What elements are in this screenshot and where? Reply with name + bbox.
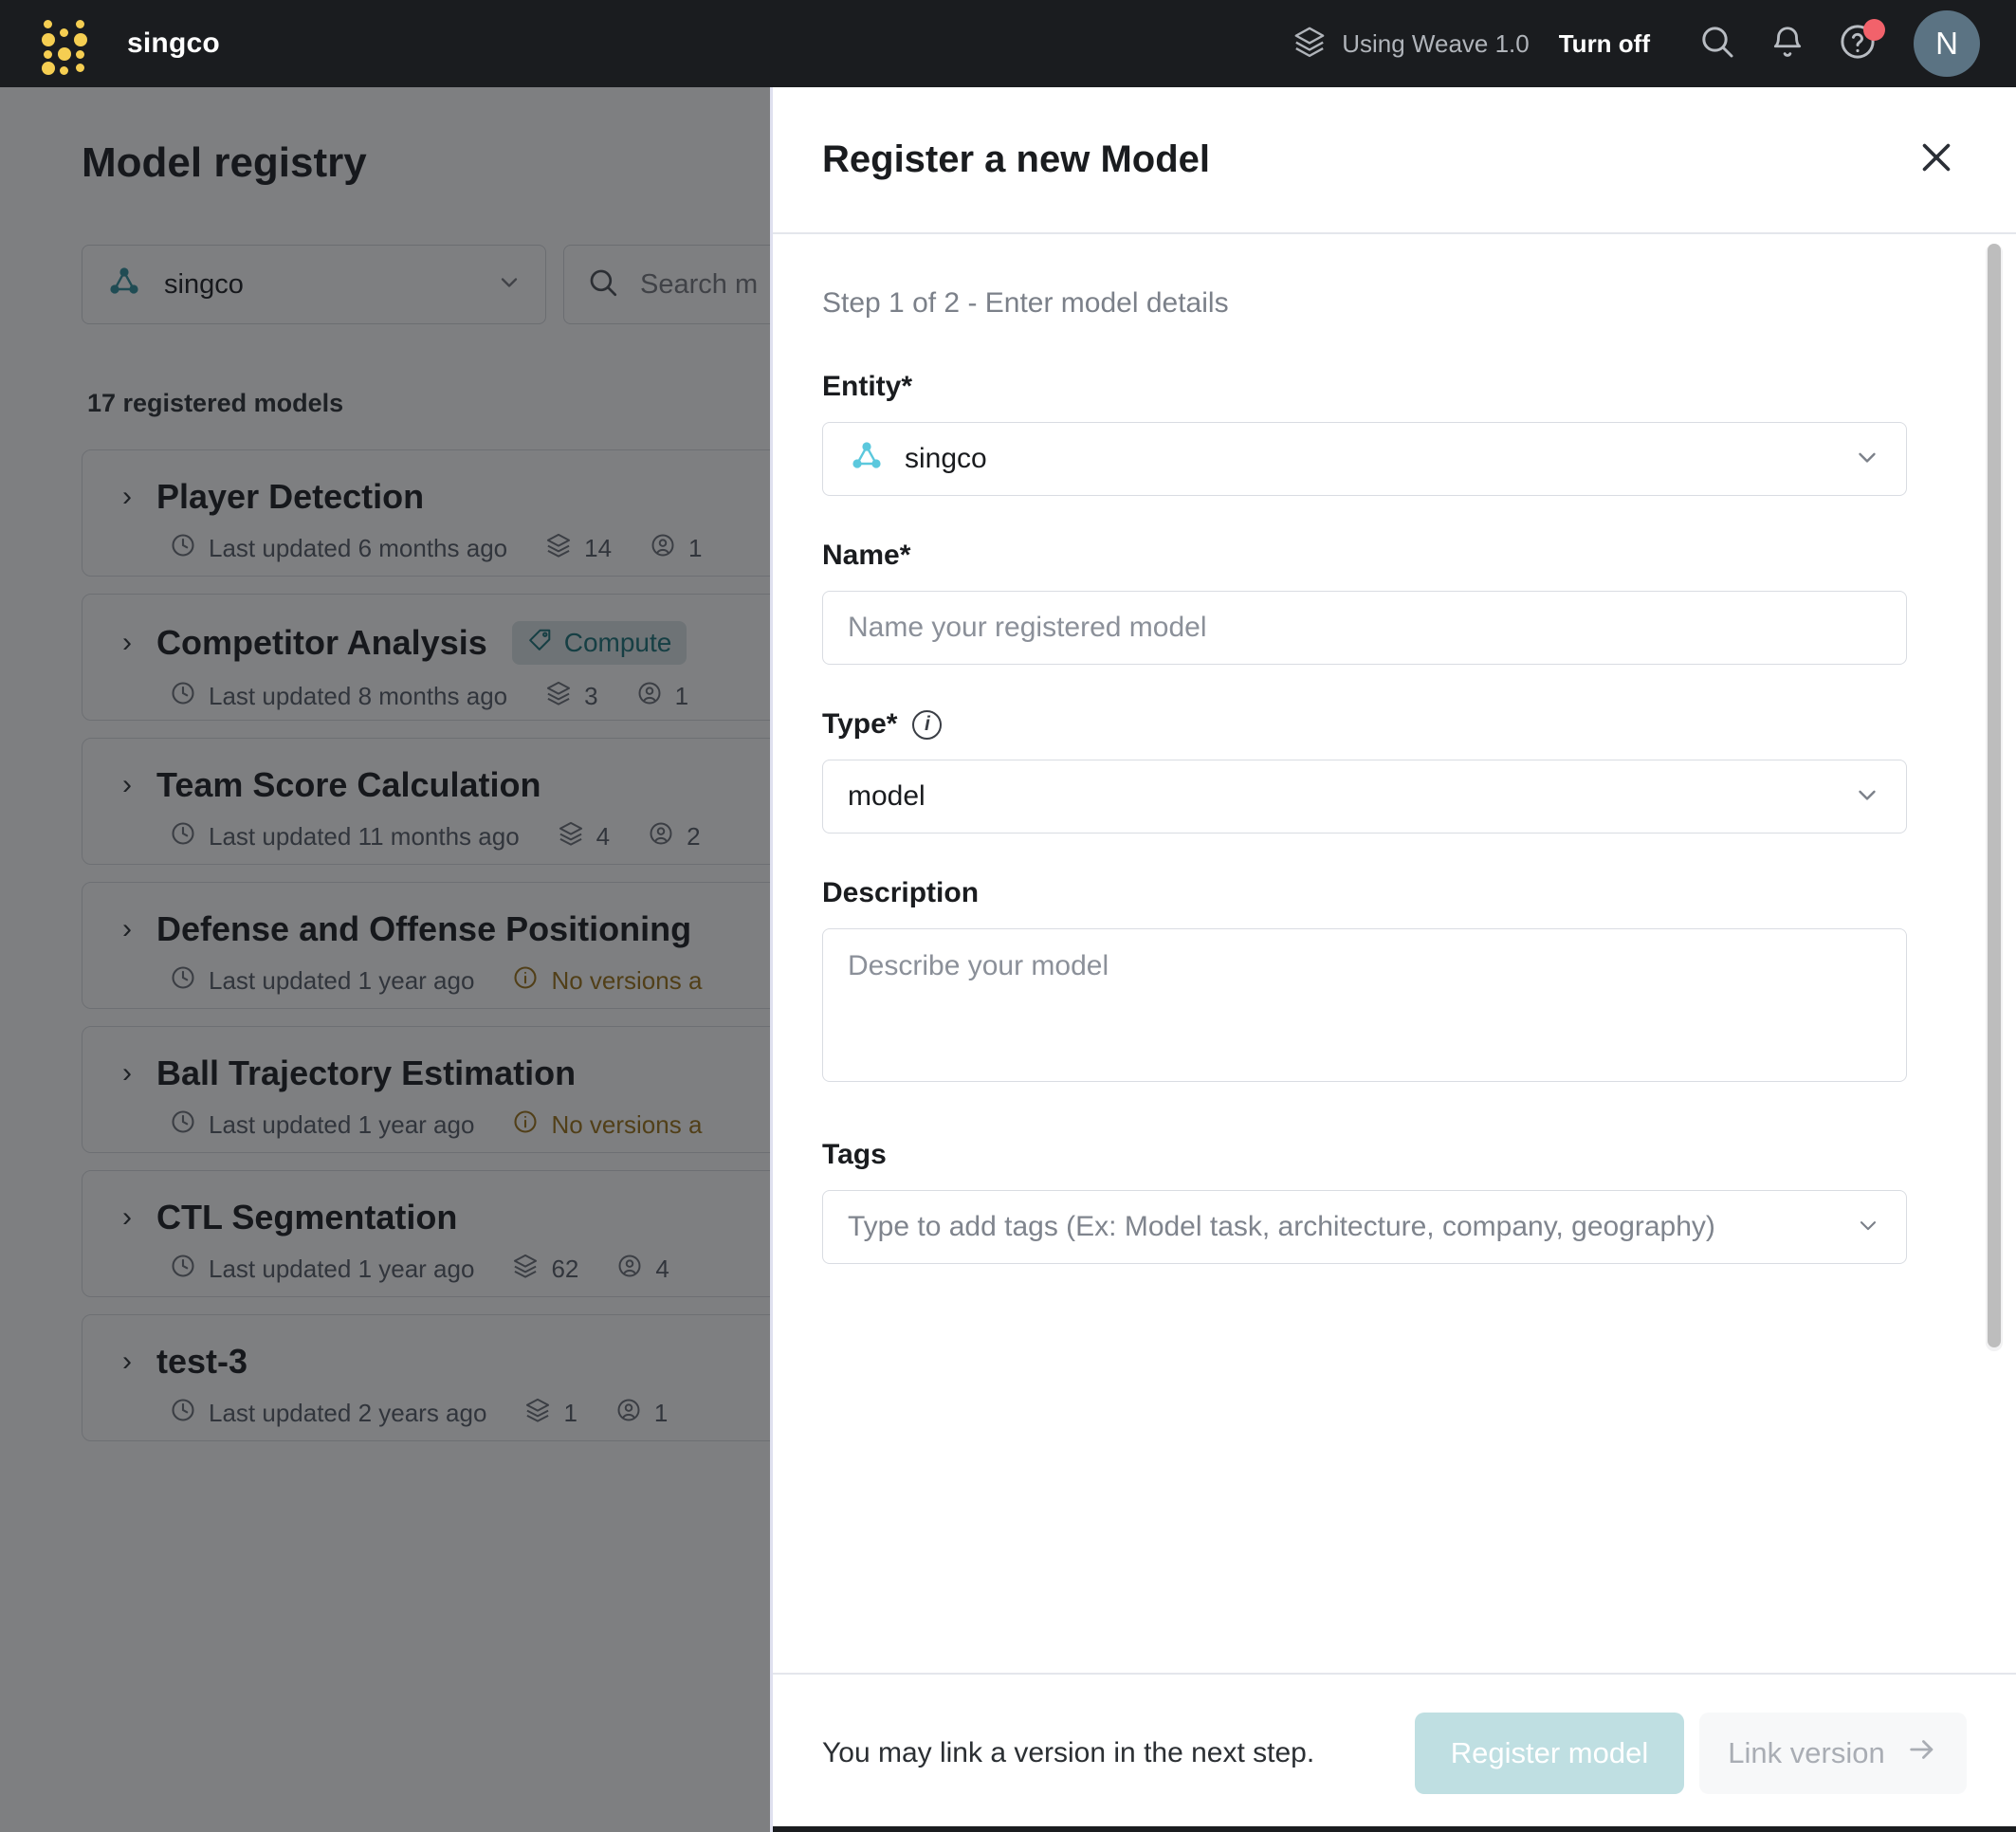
search-button[interactable] <box>1682 9 1752 79</box>
drawer-footer: You may link a version in the next step.… <box>773 1673 2016 1832</box>
tags-field-group: Tags Type to add tags (Ex: Model task, a… <box>822 1139 1955 1264</box>
step-indicator: Step 1 of 2 - Enter model details <box>822 287 1229 319</box>
name-field-label: Name* <box>822 540 911 571</box>
register-model-drawer: Register a new Model Step 1 of 2 - Enter… <box>770 87 2016 1832</box>
drawer-body: Step 1 of 2 - Enter model details Entity… <box>773 234 2016 1673</box>
type-field-label-text: Type* <box>822 708 898 740</box>
avatar[interactable]: N <box>1914 10 1980 77</box>
name-field-group: Name* Name your registered model <box>822 540 1955 665</box>
name-input[interactable]: Name your registered model <box>822 591 1907 665</box>
weave-status-chip[interactable]: Using Weave 1.0 Turn off <box>1293 26 1650 63</box>
entity-select-value: singco <box>905 443 987 474</box>
layers-stack-icon <box>1293 26 1326 63</box>
close-icon <box>1915 136 1958 184</box>
entity-logo-icon <box>848 438 886 481</box>
register-model-button[interactable]: Register model <box>1415 1713 1684 1794</box>
notification-badge-dot <box>1863 19 1885 41</box>
notifications-button[interactable] <box>1752 9 1823 79</box>
wandb-logo-icon[interactable] <box>42 18 87 75</box>
search-icon <box>1698 23 1736 65</box>
chevron-down-icon <box>1855 1212 1881 1243</box>
description-field-label: Description <box>822 877 980 908</box>
name-input-placeholder: Name your registered model <box>848 612 1207 643</box>
top-navigation-bar: singco Using Weave 1.0 Turn off <box>0 0 2016 87</box>
drawer-scrollbar-thumb[interactable] <box>1988 244 2001 1347</box>
help-button[interactable] <box>1823 9 1893 79</box>
close-button[interactable] <box>1910 134 1963 187</box>
type-field-label: Type* i <box>822 708 1955 741</box>
notification-bell-icon <box>1769 24 1805 64</box>
link-version-label: Link version <box>1728 1736 1885 1769</box>
link-version-button[interactable]: Link version <box>1699 1713 1967 1794</box>
nav-right-group: Using Weave 1.0 Turn off <box>1293 0 1980 87</box>
arrow-right-icon <box>1906 1733 1938 1773</box>
info-icon[interactable]: i <box>912 709 943 740</box>
weave-version-label: Using Weave 1.0 <box>1342 28 1530 58</box>
entity-field-label: Entity* <box>822 371 913 402</box>
type-field-group: Type* i model <box>822 708 1955 834</box>
window-bottom-edge <box>773 1826 2016 1832</box>
type-select[interactable]: model <box>822 760 1907 834</box>
drawer-header: Register a new Model <box>773 87 2016 234</box>
tags-placeholder: Type to add tags (Ex: Model task, archit… <box>848 1211 1715 1242</box>
description-placeholder: Describe your model <box>848 950 1109 981</box>
turn-off-button[interactable]: Turn off <box>1558 28 1650 58</box>
description-field-group: Description Describe your model <box>822 877 1955 1082</box>
entity-field-group: Entity* singco <box>822 371 1955 496</box>
help-question-icon <box>1838 22 1878 66</box>
entity-select[interactable]: singco <box>822 422 1907 496</box>
brand-name[interactable]: singco <box>127 27 220 59</box>
tags-input[interactable]: Type to add tags (Ex: Model task, archit… <box>822 1190 1907 1264</box>
type-select-value: model <box>848 780 926 812</box>
chevron-down-icon <box>1853 780 1881 814</box>
chevron-down-icon <box>1853 443 1881 476</box>
footer-note: You may link a version in the next step. <box>822 1737 1315 1768</box>
drawer-title: Register a new Model <box>822 138 1210 180</box>
tags-field-label: Tags <box>822 1139 887 1170</box>
description-textarea[interactable]: Describe your model <box>822 928 1907 1082</box>
